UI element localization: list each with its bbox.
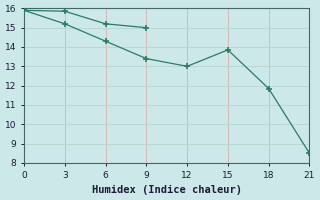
X-axis label: Humidex (Indice chaleur): Humidex (Indice chaleur) — [92, 185, 242, 195]
